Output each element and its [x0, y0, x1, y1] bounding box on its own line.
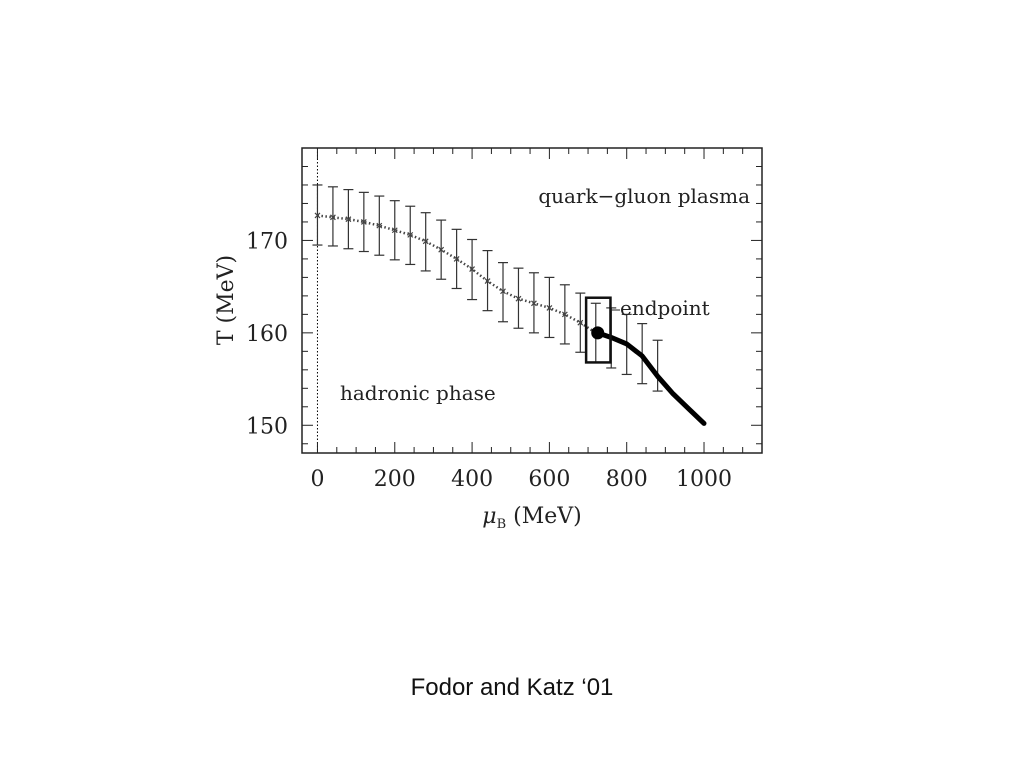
- crossover-point: [500, 288, 506, 295]
- first-order-line: [595, 330, 707, 426]
- crossover-point: [453, 255, 460, 262]
- y-axis-label: T (MeV): [214, 255, 239, 345]
- crossover-point: [531, 300, 537, 307]
- crossover-point: [438, 246, 445, 253]
- crossover-point: [329, 214, 336, 221]
- crossover-point: [546, 304, 553, 311]
- plot-frame: [301, 147, 763, 454]
- endpoint-box: [584, 296, 612, 364]
- crossover-point: [376, 222, 383, 229]
- x-tick-label: 800: [606, 467, 648, 492]
- figure-caption: Fodor and Katz ‘01: [410, 674, 614, 701]
- crossover-point: [561, 311, 568, 318]
- endpoint-annotation: endpoint: [620, 296, 710, 320]
- x-tick-label: 400: [451, 467, 493, 492]
- qgp-annotation: quark−gluon plasma: [538, 184, 750, 208]
- crossover-point: [422, 238, 429, 245]
- crossover-point: [345, 216, 352, 223]
- x-tick-label: 1000: [676, 467, 732, 492]
- x-tick-label: 0: [310, 467, 324, 492]
- crossover-point: [360, 219, 367, 225]
- endpoint-marker: [591, 326, 605, 340]
- hadronic-annotation: hadronic phase: [340, 381, 496, 405]
- crossover-point: [391, 227, 398, 234]
- x-tick-label: 200: [374, 467, 416, 492]
- crossover-point: [469, 266, 476, 273]
- y-tick-label: 160: [246, 322, 288, 347]
- crossover-point: [484, 278, 491, 285]
- y-tick-label: 170: [246, 229, 288, 254]
- crossover-point: [314, 212, 321, 219]
- x-tick-label: 600: [528, 467, 570, 492]
- y-tick-label: 150: [246, 414, 288, 439]
- x-axis-label: μB (MeV): [482, 504, 581, 532]
- crossover-point: [407, 231, 414, 238]
- crossover-point: [577, 319, 584, 326]
- crossover-point: [515, 295, 522, 302]
